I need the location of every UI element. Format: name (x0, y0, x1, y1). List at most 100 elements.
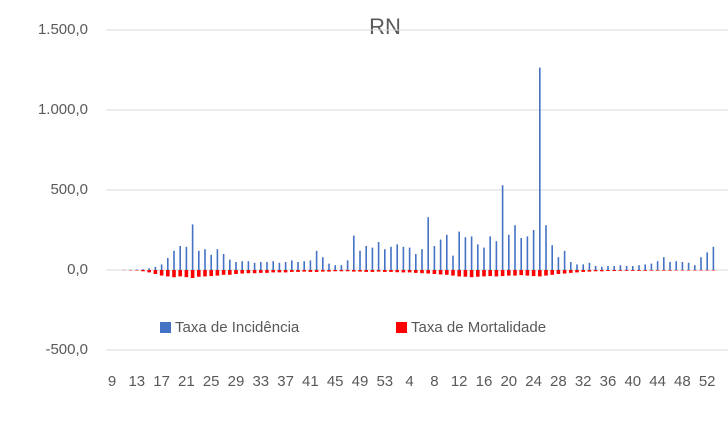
bar (700, 257, 702, 270)
bar (302, 270, 306, 272)
bar (432, 270, 437, 274)
bar (215, 270, 220, 276)
bar (501, 185, 504, 270)
bar (483, 247, 485, 270)
bar (482, 270, 486, 277)
bar (235, 262, 237, 270)
bar (446, 234, 448, 270)
bar (321, 270, 325, 272)
y-tick-label: 500,0 (50, 181, 88, 198)
bar (508, 234, 510, 270)
bar (407, 270, 412, 273)
bar (315, 250, 318, 270)
bar (364, 270, 368, 272)
legend-swatch (396, 322, 407, 333)
bar (322, 257, 324, 270)
bar (600, 270, 604, 272)
bar (476, 270, 480, 277)
bar (191, 224, 194, 270)
bar (582, 264, 584, 270)
bar (638, 265, 640, 270)
bar (469, 270, 474, 278)
legend-label: Taxa de Incidência (175, 319, 300, 336)
bar (204, 249, 206, 270)
bar (594, 266, 597, 270)
bar (142, 269, 144, 270)
bar (396, 244, 398, 270)
x-tick-label: 9 (108, 373, 116, 390)
bar (532, 230, 535, 270)
bar (668, 270, 672, 271)
bar (526, 236, 529, 270)
bar (563, 250, 566, 270)
bar (284, 262, 287, 270)
bar (581, 270, 585, 272)
x-tick-label: 33 (252, 373, 269, 390)
bar (209, 270, 213, 277)
bar (607, 266, 609, 270)
x-tick-label: 8 (430, 373, 438, 390)
bar (327, 270, 331, 272)
bar (694, 265, 696, 270)
bar (643, 270, 647, 271)
bar (433, 246, 436, 270)
bar (656, 261, 659, 270)
chart-title: RN (369, 14, 401, 39)
bar (178, 270, 182, 277)
bar (445, 270, 449, 275)
bar (371, 247, 374, 270)
bar (531, 270, 536, 277)
bar (601, 266, 603, 270)
bar (576, 264, 578, 270)
bar (669, 262, 671, 270)
bar (308, 270, 313, 272)
bar (159, 270, 164, 276)
x-tick-label: 4 (405, 373, 413, 390)
bar (190, 270, 195, 278)
bar (575, 270, 579, 273)
bar (655, 270, 660, 271)
bar (148, 268, 150, 270)
bar (525, 270, 530, 276)
bar (556, 270, 561, 274)
bar (333, 270, 337, 272)
x-tick-label: 37 (277, 373, 294, 390)
bar (408, 247, 411, 270)
bar (426, 270, 430, 274)
y-tick-label: 1.500,0 (38, 21, 88, 38)
bar (184, 270, 189, 278)
y-tick-label: -500,0 (45, 341, 88, 358)
bar (390, 246, 392, 270)
x-tick-label: 36 (600, 373, 617, 390)
bar (500, 270, 505, 277)
bar (283, 270, 288, 273)
bar (606, 270, 610, 271)
bar (384, 249, 386, 270)
bar (345, 270, 350, 272)
bar (637, 270, 641, 271)
bar (278, 262, 281, 270)
bar (241, 261, 243, 270)
bar (340, 265, 343, 270)
bar (229, 259, 231, 270)
bar (451, 270, 455, 276)
bar (439, 239, 442, 270)
bar (277, 270, 282, 273)
bar (222, 254, 225, 270)
bar (644, 264, 646, 270)
bar (587, 270, 592, 272)
legend-label: Taxa de Mortalidade (411, 319, 546, 336)
bar (383, 270, 387, 272)
x-tick-label: 13 (128, 373, 145, 390)
bar (266, 262, 268, 270)
bar (370, 270, 375, 272)
x-tick-label: 48 (674, 373, 691, 390)
x-tick-label: 24 (525, 373, 542, 390)
bar (650, 263, 653, 270)
legend-swatch (160, 322, 171, 333)
bar (663, 257, 665, 270)
bar (234, 270, 238, 274)
y-tick-label: 0,0 (67, 261, 88, 278)
bar (395, 270, 399, 273)
bar (359, 250, 361, 270)
